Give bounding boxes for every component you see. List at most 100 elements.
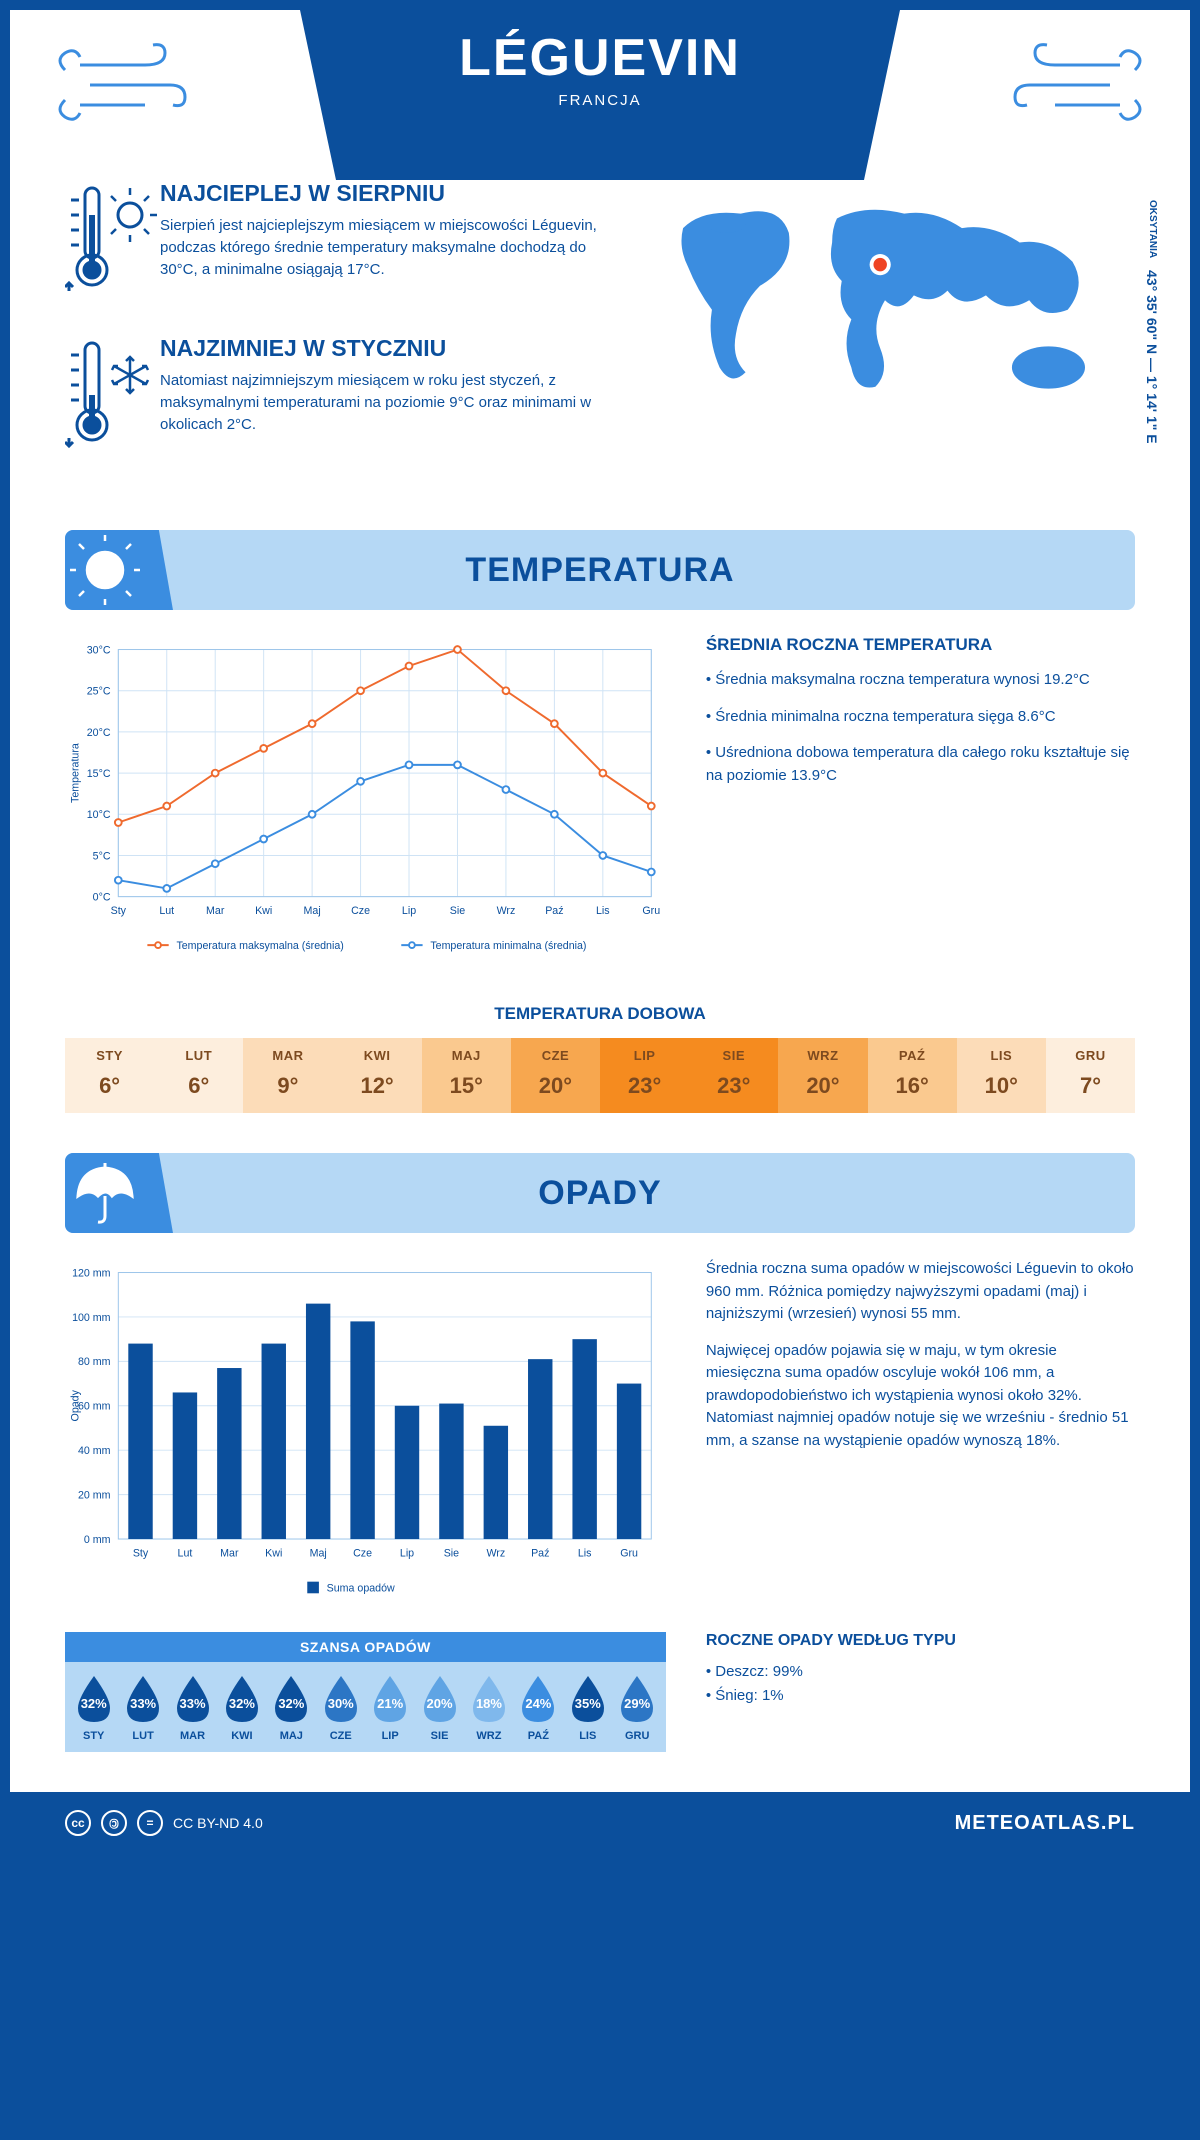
coordinates: OKSYTANIA 43° 35' 60" N — 1° 14' 1" E	[1144, 200, 1160, 444]
temperature-row: 0°C5°C10°C15°C20°C25°C30°CStyLutMarKwiMa…	[10, 635, 1190, 994]
section-title: OPADY	[65, 1174, 1135, 1213]
thermometer-snow-icon	[65, 335, 160, 460]
svg-text:Opady: Opady	[70, 1390, 82, 1422]
svg-text:5°C: 5°C	[93, 850, 111, 862]
month-label: WRZ	[464, 1730, 513, 1742]
chance-cell: 18% WRZ	[464, 1674, 513, 1742]
chance-value: 18%	[476, 1696, 502, 1711]
svg-text:Lip: Lip	[400, 1548, 414, 1560]
license-text: CC BY-ND 4.0	[173, 1815, 263, 1831]
svg-text:15°C: 15°C	[87, 768, 111, 780]
chance-value: 33%	[180, 1696, 206, 1711]
svg-text:25°C: 25°C	[87, 686, 111, 698]
wind-icon	[1010, 35, 1150, 135]
drop-icon: 33%	[171, 1674, 215, 1724]
chance-value: 24%	[525, 1696, 551, 1711]
sun-icon	[65, 530, 175, 610]
fact-coldest: NAJZIMNIEJ W STYCZNIU Natomiast najzimni…	[65, 335, 615, 460]
month-label: STY	[65, 1048, 154, 1063]
drop-icon: 21%	[368, 1674, 412, 1724]
month-label: LUT	[154, 1048, 243, 1063]
month-label: PAŹ	[868, 1048, 957, 1063]
license: cc 🄯 = CC BY-ND 4.0	[65, 1810, 263, 1836]
chance-cell: 30% CZE	[316, 1674, 365, 1742]
month-label: STY	[69, 1730, 118, 1742]
temp-value: 6°	[154, 1073, 243, 1099]
temp-value: 6°	[65, 1073, 154, 1099]
drop-icon: 32%	[72, 1674, 116, 1724]
month-label: KWI	[217, 1730, 266, 1742]
fact-title: NAJZIMNIEJ W STYCZNIU	[160, 335, 615, 362]
svg-text:Sty: Sty	[133, 1548, 149, 1560]
chance-cell: 24% PAŹ	[514, 1674, 563, 1742]
daily-cell: LIP 23°	[600, 1038, 689, 1113]
drop-icon: 35%	[566, 1674, 610, 1724]
daily-cell: GRU7°	[1046, 1038, 1135, 1113]
city-title: LÉGUEVIN	[300, 28, 900, 88]
drop-icon: 20%	[418, 1674, 462, 1724]
info-bullet: • Uśredniona dobowa temperatura dla całe…	[706, 742, 1135, 787]
daily-temp-table: STY6°LUT6°MAR9°KWI12°MAJ15°CZE20°LIP23°S…	[65, 1038, 1135, 1113]
month-label: PAŹ	[514, 1730, 563, 1742]
svg-text:Maj: Maj	[304, 905, 321, 917]
month-label: LIS	[563, 1730, 612, 1742]
svg-text:Paź: Paź	[545, 905, 563, 917]
month-label: KWI	[333, 1048, 422, 1063]
svg-text:0 mm: 0 mm	[84, 1534, 111, 1546]
temp-value: 12°	[333, 1073, 422, 1099]
fact-text: NAJZIMNIEJ W STYCZNIU Natomiast najzimni…	[160, 335, 615, 460]
svg-text:Kwi: Kwi	[255, 905, 272, 917]
svg-text:40 mm: 40 mm	[78, 1446, 111, 1458]
month-label: LIP	[600, 1048, 689, 1063]
chance-value: 35%	[575, 1696, 601, 1711]
temperature-info: ŚREDNIA ROCZNA TEMPERATURA • Średnia mak…	[666, 635, 1135, 969]
month-label: CZE	[316, 1730, 365, 1742]
summary-section: NAJCIEPLEJ W SIERPNIU Sierpień jest najc…	[10, 180, 1190, 520]
chance-value: 32%	[229, 1696, 255, 1711]
svg-text:Temperatura minimalna (średnia: Temperatura minimalna (średnia)	[430, 940, 586, 952]
section-title: TEMPERATURA	[65, 551, 1135, 590]
month-label: GRU	[612, 1730, 661, 1742]
svg-text:Mar: Mar	[206, 905, 225, 917]
title-banner: LÉGUEVIN FRANCJA	[300, 10, 900, 180]
month-label: MAJ	[267, 1730, 316, 1742]
map-panel: OKSYTANIA 43° 35' 60" N — 1° 14' 1" E	[635, 180, 1135, 490]
chance-value: 20%	[427, 1696, 453, 1711]
daily-cell: PAŹ16°	[868, 1038, 957, 1113]
temp-value: 23°	[600, 1073, 689, 1099]
svg-text:Wrz: Wrz	[497, 905, 516, 917]
svg-text:30°C: 30°C	[87, 644, 111, 656]
info-bullet: • Średnia minimalna roczna temperatura s…	[706, 706, 1135, 729]
chance-cell: 20% SIE	[415, 1674, 464, 1742]
header: LÉGUEVIN FRANCJA	[10, 10, 1190, 180]
svg-text:Lut: Lut	[178, 1548, 193, 1560]
month-label: MAJ	[422, 1048, 511, 1063]
fact-warmest: NAJCIEPLEJ W SIERPNIU Sierpień jest najc…	[65, 180, 615, 305]
svg-text:Maj: Maj	[310, 1548, 327, 1560]
chance-cell: 33% MAR	[168, 1674, 217, 1742]
month-label: GRU	[1046, 1048, 1135, 1063]
chance-value: 29%	[624, 1696, 650, 1711]
fact-body: Sierpień jest najcieplejszym miesiącem w…	[160, 215, 615, 280]
month-label: LIP	[365, 1730, 414, 1742]
month-label: SIE	[415, 1730, 464, 1742]
month-label: MAR	[168, 1730, 217, 1742]
chance-panel: SZANSA OPADÓW 32% STY 33% LUT 33% MAR 32…	[65, 1632, 666, 1752]
chance-title: SZANSA OPADÓW	[65, 1632, 666, 1662]
daily-cell: MAR9°	[243, 1038, 332, 1113]
precip-info: Średnia roczna suma opadów w miejscowośc…	[666, 1258, 1135, 1612]
month-label: MAR	[243, 1048, 332, 1063]
daily-cell: WRZ20°	[778, 1038, 867, 1113]
chance-cell: 32% KWI	[217, 1674, 266, 1742]
info-bullet: • Średnia maksymalna roczna temperatura …	[706, 669, 1135, 692]
svg-text:120 mm: 120 mm	[72, 1268, 111, 1280]
drop-icon: 30%	[319, 1674, 363, 1724]
fact-text: NAJCIEPLEJ W SIERPNIU Sierpień jest najc…	[160, 180, 615, 305]
page: LÉGUEVIN FRANCJA	[0, 0, 1200, 1864]
month-label: LUT	[118, 1730, 167, 1742]
wind-icon	[50, 35, 190, 135]
drop-icon: 18%	[467, 1674, 511, 1724]
daily-cell: STY 6°	[65, 1038, 154, 1113]
precip-p2: Najwięcej opadów pojawia się w maju, w t…	[706, 1340, 1135, 1453]
section-header-precip: OPADY	[65, 1153, 1135, 1233]
